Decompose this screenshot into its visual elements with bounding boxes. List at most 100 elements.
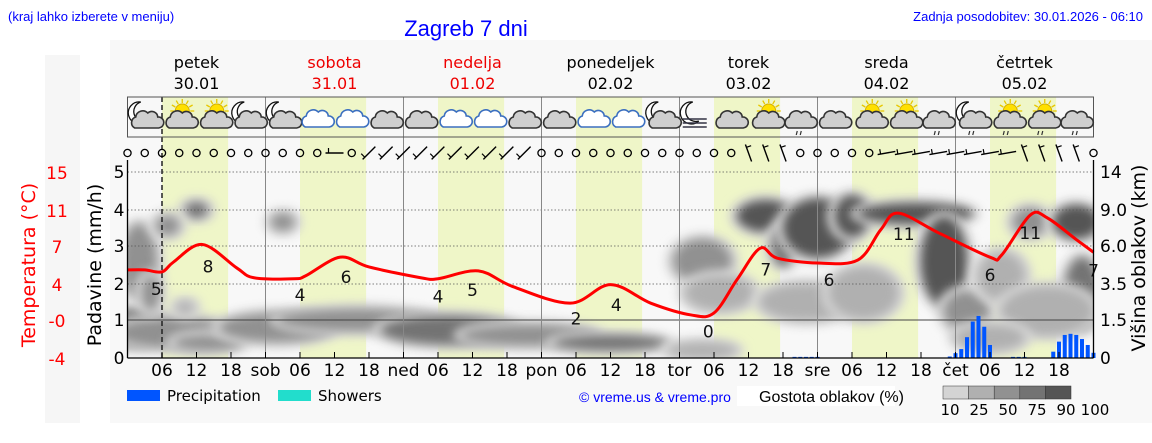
region-hint-link[interactable]: (kraj lahko izberete v meniju): [8, 9, 174, 24]
day-date: 30.01: [174, 74, 220, 93]
wind-barb-flag: [429, 153, 435, 158]
wind-barb-flag: [948, 149, 951, 155]
sun-ray: [910, 100, 914, 105]
cloud-cover-heatmap: [127, 189, 1094, 358]
temperature-label: 4: [611, 296, 622, 316]
x-tick-label: 18: [358, 361, 380, 381]
calm-wind-icon: [347, 148, 356, 158]
sun-ray: [900, 100, 904, 105]
x-tick-label: 06: [841, 361, 863, 381]
cloud-icon: [473, 109, 508, 128]
temperature-label: 4: [295, 286, 306, 306]
weather-icon-moon-cloud: [645, 101, 683, 129]
daylight-band: [576, 97, 643, 358]
temperature-label: 6: [985, 266, 996, 286]
x-tick-label: sob: [250, 361, 280, 381]
rain-drop-icon: [972, 130, 975, 136]
precipitation-tick: 2: [114, 275, 125, 295]
temperature-label: 11: [1019, 224, 1041, 244]
weather-icon-cloud-blue: [473, 109, 508, 128]
wind-row: [123, 144, 1098, 162]
cloud-icon: [1060, 110, 1095, 129]
rain-drop-icon: [1002, 130, 1005, 136]
weather-icon-moon-fog: [679, 101, 707, 128]
cloud-cell: [156, 216, 180, 236]
cloud-height-tick: 14: [1100, 163, 1122, 183]
precipitation-bar: [988, 344, 992, 358]
x-tick-label: tor: [667, 361, 691, 381]
temperature-label: 0: [703, 322, 714, 342]
temperature-label: 4: [433, 288, 444, 308]
cloud-cell: [1013, 208, 1048, 236]
day-date: 05.02: [1002, 74, 1048, 93]
rain-drop-icon: [1006, 130, 1009, 136]
density-swatch: [1019, 385, 1046, 400]
calm-wind-icon: [537, 148, 546, 158]
wind-barb-flag: [1056, 145, 1062, 148]
cloud-icon: [301, 109, 336, 128]
wind-barb-flag: [896, 149, 899, 155]
weather-icon-cloud-blue: [301, 109, 336, 128]
precipitation-tick: 4: [114, 201, 125, 221]
weather-icon-cloud-gray: [370, 110, 405, 129]
copyright-link[interactable]: © vreme.us & vreme.pro: [579, 389, 731, 405]
day-name: četrtek: [996, 53, 1054, 72]
day-date: 01.02: [450, 74, 496, 93]
precipitation-bar: [1051, 351, 1056, 358]
cloud-icon: [648, 110, 683, 129]
cloud-density-scale: 10 25 50 75 90 100: [940, 385, 1110, 419]
cloud-icon: [234, 110, 269, 129]
day-date: 04.02: [864, 74, 910, 93]
density-level-label: 100: [1081, 401, 1110, 419]
rain-drop-icon: [1041, 130, 1044, 136]
day-headers: petek 30.01 sobota 31.01 nedelja 01.02 ponedel…: [174, 53, 1054, 93]
wind-barb-flag: [965, 149, 968, 155]
wind-barb-flag: [464, 153, 469, 158]
calm-wind-icon: [865, 148, 874, 158]
x-tick-label: čet: [942, 361, 969, 381]
temperature-label: 6: [341, 268, 352, 288]
cloud-icon: [993, 110, 1028, 129]
precipitation-bar: [1057, 341, 1061, 358]
sun-ray: [185, 100, 189, 105]
cloud-icon: [508, 110, 543, 129]
weather-icon-cloud-rain: [1060, 110, 1095, 136]
precipitation-bar: [1085, 344, 1090, 358]
calm-wind-icon: [813, 148, 822, 158]
x-tick-label: 12: [600, 361, 622, 381]
x-tick-label: 18: [496, 361, 518, 381]
x-tick-label: 06: [703, 361, 725, 381]
x-tick-label: 12: [186, 361, 208, 381]
sun-ray: [1016, 104, 1021, 108]
precipitation-bar: [1068, 333, 1073, 358]
calm-wind-icon: [554, 148, 564, 158]
temperature-tick: 15: [46, 164, 68, 184]
cloud-density-title: Gostota oblakov (%): [759, 389, 904, 406]
precipitation-swatch: [127, 390, 160, 401]
sun-ray: [772, 100, 776, 105]
sun-ray: [762, 100, 766, 105]
precipitation-axis-label: Padavine (mm/h): [84, 184, 106, 347]
calm-wind-icon: [1089, 148, 1098, 158]
icon-row-frame: [127, 96, 1094, 138]
weather-icon-cloud-blue: [439, 109, 474, 128]
wind-barb-flag: [930, 149, 933, 155]
precipitation-bar: [970, 321, 975, 358]
rain-drop-icon: [1075, 130, 1078, 136]
density-swatch: [968, 385, 995, 400]
precipitation-tick: 0: [114, 349, 125, 369]
weather-icon-sun-cloud: [889, 99, 924, 129]
density-swatch: [942, 385, 969, 400]
rain-drop-icon: [799, 130, 802, 136]
precipitation-bar: [965, 337, 969, 358]
cloud-height-axis-label: Višina oblakov (km): [1128, 165, 1150, 352]
temperature-label: 5: [467, 281, 478, 301]
temperature-label: 6: [824, 271, 835, 291]
wind-barb-flag: [481, 153, 486, 158]
sun-ray: [188, 104, 193, 108]
x-tick-label: 12: [324, 361, 346, 381]
sun-ray: [1013, 100, 1017, 105]
sun-ray: [865, 100, 869, 105]
x-tick-label: 18: [1048, 361, 1070, 381]
